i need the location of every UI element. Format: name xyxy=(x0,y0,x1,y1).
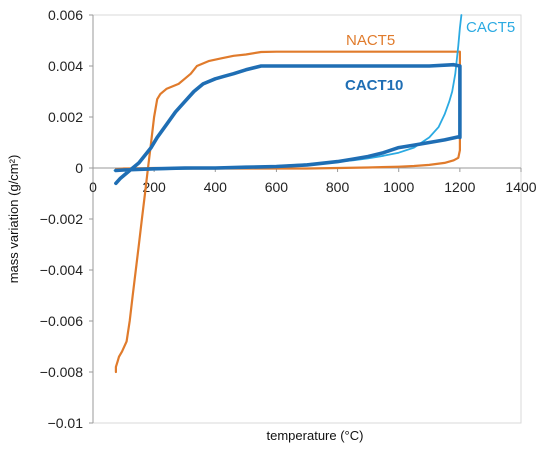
y-tick-label: −0.01 xyxy=(48,415,84,431)
x-tick-label: 800 xyxy=(326,179,350,195)
series-label-cact5: CACT5 xyxy=(466,19,515,36)
x-tick-label: 0 xyxy=(89,179,97,195)
label-layer: NACT5 CACT5 CACT10 xyxy=(345,19,515,94)
axis-layer: 0 200 400 600 800 1000 1200 1400 −0.01 −0.008 −0.0… xyxy=(40,7,537,431)
y-tick-label: −0.004 xyxy=(40,262,83,278)
y-tick-label: −0.002 xyxy=(40,211,83,227)
series-line-nact5 xyxy=(114,50,461,374)
series-layer xyxy=(113,14,463,374)
y-tick-label: −0.006 xyxy=(40,313,83,329)
y-axis-title: mass variation (g/cm²) xyxy=(6,155,21,284)
x-tick-label: 600 xyxy=(265,179,289,195)
plot-area-border xyxy=(92,14,522,424)
y-tick-label: 0.004 xyxy=(48,58,83,74)
x-tick-label: 1000 xyxy=(383,179,414,195)
y-tick-label: −0.008 xyxy=(40,364,83,380)
series-label-nact5: NACT5 xyxy=(346,32,395,49)
y-tick-label: 0.006 xyxy=(48,7,83,23)
y-tick-label: 0 xyxy=(75,160,83,176)
series-line-cact10 xyxy=(114,62,462,186)
series-label-cact10: CACT10 xyxy=(345,77,403,94)
x-tick-label: 400 xyxy=(204,179,228,195)
x-tick-label: 200 xyxy=(142,179,166,195)
x-tick-label: 1200 xyxy=(444,179,475,195)
y-tick-label: 0.002 xyxy=(48,109,83,125)
x-axis-title: temperature (°C) xyxy=(267,428,364,443)
x-tick-label: 1400 xyxy=(505,179,536,195)
